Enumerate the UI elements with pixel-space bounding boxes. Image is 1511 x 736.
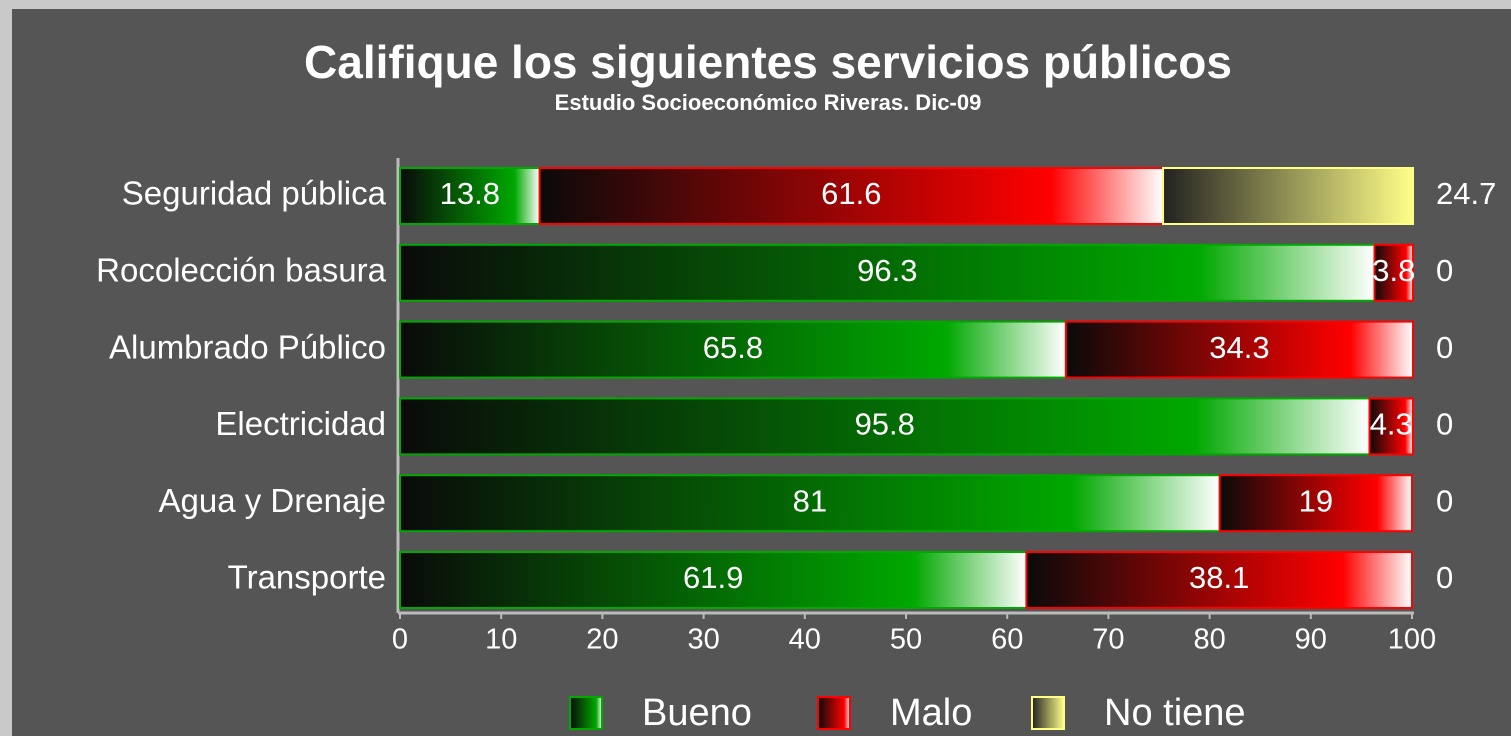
bar-segment <box>399 167 541 225</box>
value-label: 34.3 <box>1209 330 1269 365</box>
x-tick-label: 60 <box>991 624 1023 656</box>
x-tick-label: 20 <box>586 624 618 656</box>
value-label: 61.9 <box>683 560 743 595</box>
legend-swatch <box>569 696 603 730</box>
legend-label: No tiene <box>1104 692 1246 734</box>
bar-segment <box>1162 167 1415 225</box>
bar-segment <box>399 320 1067 379</box>
category-label: Alumbrado Público <box>109 328 386 365</box>
value-label: 61.6 <box>821 176 881 211</box>
value-label: 95.8 <box>855 407 915 442</box>
bar-segment <box>1368 397 1415 456</box>
bar-segment <box>399 551 1028 609</box>
value-label: 0 <box>1436 560 1453 595</box>
bar-segment <box>399 397 1371 456</box>
value-label: 19 <box>1299 483 1333 518</box>
category-label: Electricidad <box>215 405 386 442</box>
legend-swatch <box>1031 696 1065 730</box>
legend-label: Bueno <box>642 692 752 734</box>
chart-title: Califique los siguientes servicios públi… <box>304 36 1232 88</box>
value-label: 0 <box>1436 253 1453 288</box>
x-tick-label: 40 <box>789 624 821 656</box>
x-tick-label: 90 <box>1295 624 1327 656</box>
legend-swatch <box>817 696 851 730</box>
category-label: Rocolección basura <box>96 252 386 289</box>
value-label: 0 <box>1436 407 1453 442</box>
x-tick-label: 70 <box>1092 624 1124 656</box>
value-label: 65.8 <box>703 330 763 365</box>
value-label: 38.1 <box>1189 560 1249 595</box>
value-label: 81 <box>793 483 827 518</box>
x-tick-label: 80 <box>1193 624 1225 656</box>
bar-segment <box>1064 320 1415 379</box>
x-tick-label: 50 <box>890 624 922 656</box>
category-label: Transporte <box>228 559 386 596</box>
value-label: 4.3 <box>1370 407 1413 442</box>
x-tick-label: 100 <box>1388 624 1436 656</box>
bar-segment <box>1218 474 1413 533</box>
category-label: Seguridad pública <box>122 175 387 212</box>
legend-label: Malo <box>890 692 972 734</box>
bar-segment <box>538 167 1165 225</box>
value-label: 24.7 <box>1436 176 1496 211</box>
bar-segment <box>1025 551 1413 609</box>
value-label: 3.8 <box>1372 253 1415 288</box>
bar-segment <box>1373 243 1415 302</box>
x-tick-label: 30 <box>687 624 719 656</box>
value-label: 0 <box>1436 483 1453 518</box>
category-label: Agua y Drenaje <box>159 482 386 519</box>
bar-segment <box>399 243 1376 302</box>
chart-subtitle: Estudio Socioeconómico Riveras. Dic-09 <box>555 90 982 115</box>
bar-segment <box>399 474 1221 533</box>
value-label: 96.3 <box>857 253 917 288</box>
value-label: 13.8 <box>440 176 500 211</box>
x-tick-label: 10 <box>485 624 517 656</box>
x-tick-label: 0 <box>392 624 408 656</box>
value-label: 0 <box>1436 330 1453 365</box>
